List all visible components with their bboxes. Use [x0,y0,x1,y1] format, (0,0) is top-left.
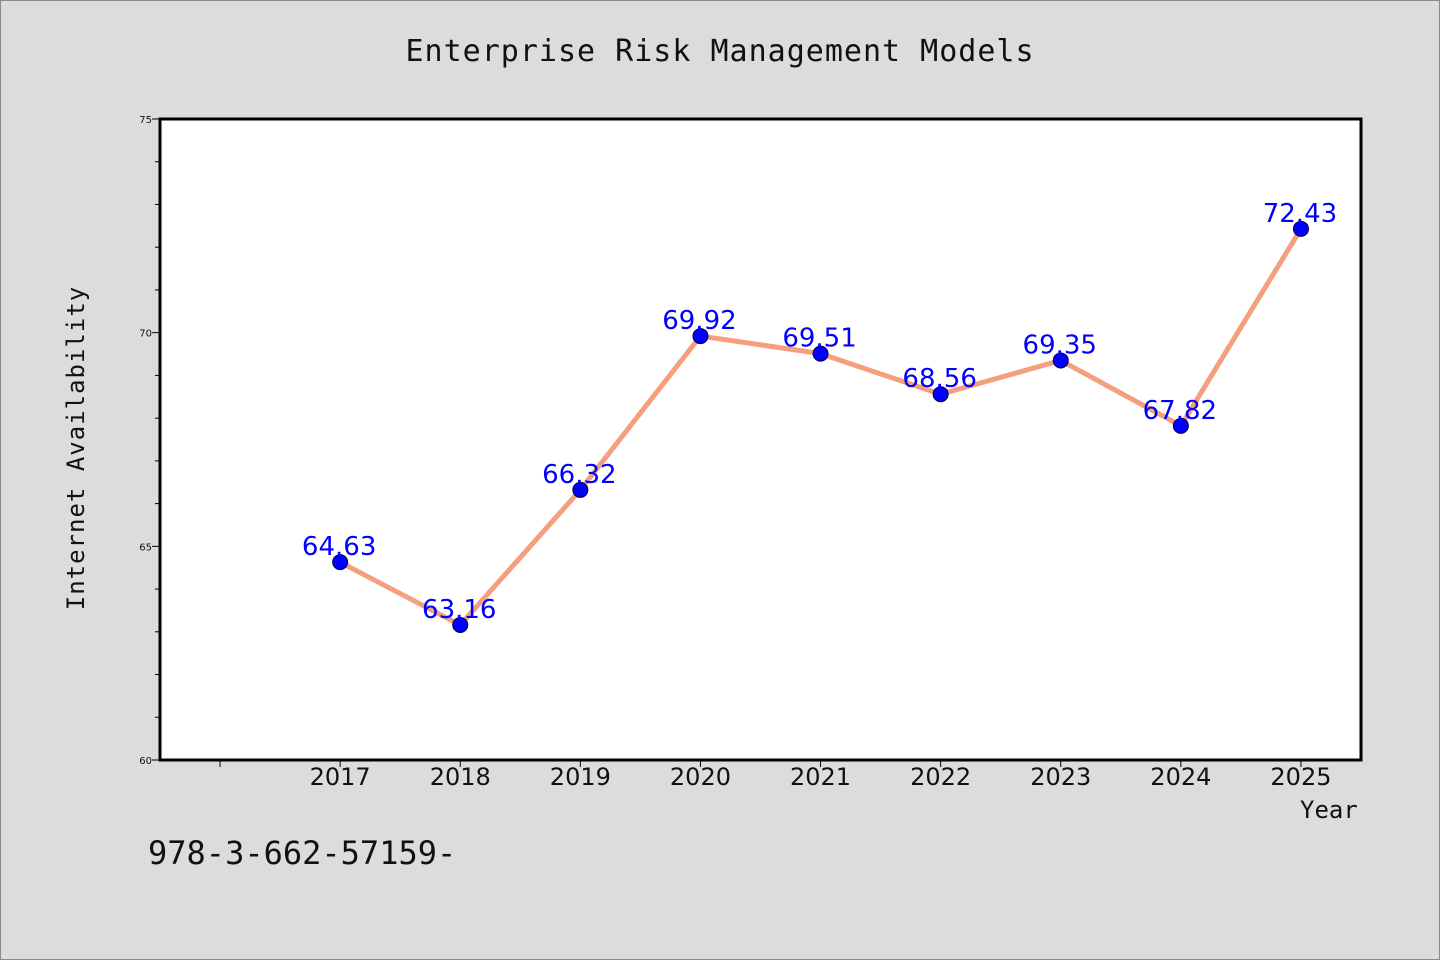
x-tick-label: 2021 [790,763,851,791]
y-tick-label: 60 [139,756,152,767]
data-point-marker [1052,352,1069,369]
data-point-marker [1292,220,1309,237]
x-tick-label: 2018 [430,763,491,791]
y-axis-ticks: 60 65 70 75 [139,115,160,767]
footer-code-text: 978-3-662-57159- [148,834,457,872]
markers-group [332,220,1309,633]
data-label: 69.51 [782,324,856,354]
y-tick-label: 70 [139,329,152,340]
x-tick-label: 2022 [910,763,971,791]
x-tick-label: 2023 [1030,763,1091,791]
y-tick-label: 75 [139,115,152,126]
x-axis-ticks: 2017 2018 2019 2020 2021 2022 2023 2024 2025 [219,760,1331,791]
data-labels-group: 64.63 63.16 66.32 69.92 69.51 68.56 69.35 67.82… [302,199,1337,625]
data-label: 68.56 [902,364,976,394]
plot-border [158,117,1363,762]
data-label: 66.32 [542,460,616,490]
data-label: 72.43 [1263,199,1337,229]
plot-area [160,119,1361,760]
chart-title: Enterprise Risk Management Models [405,34,1035,69]
data-label: 63.16 [422,595,496,625]
x-tick-label: 2019 [550,763,611,791]
data-label: 69.92 [662,306,736,336]
data-point-marker [1172,417,1189,434]
data-point-marker [692,328,709,345]
x-tick-label: 2017 [310,763,371,791]
y-tick-label: 65 [139,542,152,553]
x-tick-label: 2025 [1270,763,1331,791]
data-point-marker [452,616,469,633]
data-label: 64.63 [302,532,376,562]
data-point-marker [332,554,349,571]
data-point-marker [812,345,829,362]
data-point-marker [572,481,589,498]
x-tick-label: 2024 [1150,763,1211,791]
data-point-marker [932,386,949,403]
x-axis-title: Year [1300,796,1358,824]
x-tick-label: 2020 [670,763,731,791]
data-label: 67.82 [1143,396,1217,426]
data-label: 69.35 [1023,330,1097,360]
